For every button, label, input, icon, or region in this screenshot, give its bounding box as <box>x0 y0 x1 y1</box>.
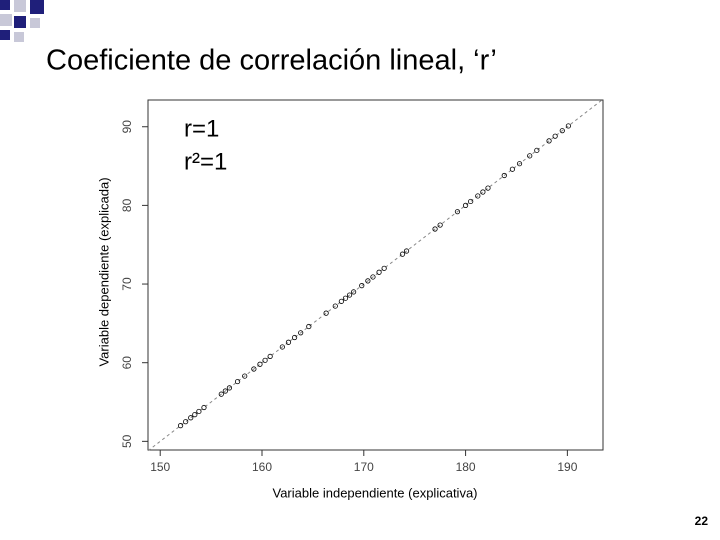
point <box>565 123 571 129</box>
point <box>262 357 268 363</box>
x-axis-label: Variable independiente (explicativa) <box>273 485 478 500</box>
point <box>432 226 438 232</box>
point <box>509 166 516 172</box>
point <box>365 278 371 284</box>
plot-frame <box>147 99 604 451</box>
point <box>376 269 382 275</box>
point <box>485 185 491 191</box>
point <box>559 128 565 134</box>
point <box>437 222 443 228</box>
point <box>291 334 298 341</box>
y-tick-label: 50 <box>120 434 134 448</box>
point <box>251 366 257 372</box>
point <box>480 189 486 195</box>
point <box>346 292 353 298</box>
annotation: r²=1 <box>184 148 227 175</box>
point <box>501 172 507 179</box>
point <box>454 209 461 215</box>
point <box>188 415 194 421</box>
point <box>462 202 469 208</box>
point <box>234 378 241 385</box>
annotation: r=1 <box>184 115 219 142</box>
point <box>192 412 198 418</box>
page-number: 22 <box>695 514 709 528</box>
y-axis-label: Variable dependiente (explicada) <box>96 177 111 366</box>
point <box>351 289 357 295</box>
point <box>218 391 224 397</box>
point <box>403 248 410 254</box>
x-tick-label: 190 <box>557 460 577 474</box>
point <box>285 339 292 345</box>
point <box>332 303 338 309</box>
point <box>338 298 345 304</box>
point <box>359 283 365 289</box>
point <box>257 361 263 367</box>
point <box>381 265 387 271</box>
point <box>242 373 248 379</box>
point <box>516 161 523 167</box>
point <box>342 295 349 301</box>
slide-title: Coeficiente de correlación lineal, ‘r’ <box>46 45 497 77</box>
point <box>183 419 189 425</box>
point <box>527 153 533 159</box>
x-tick-label: 180 <box>456 460 476 474</box>
y-tick-label: 60 <box>120 356 134 370</box>
point <box>306 323 312 330</box>
point <box>222 388 228 394</box>
point <box>468 198 474 205</box>
point <box>546 138 552 144</box>
point <box>177 423 184 429</box>
point <box>475 193 481 199</box>
point <box>267 353 273 360</box>
point <box>201 404 207 411</box>
y-tick-label: 90 <box>120 120 134 134</box>
x-tick-label: 160 <box>252 460 272 474</box>
x-tick-label: 150 <box>150 460 170 474</box>
point <box>298 330 304 336</box>
point <box>370 274 376 280</box>
decoration <box>0 0 44 42</box>
point <box>323 310 329 316</box>
point <box>279 344 285 350</box>
point <box>226 385 233 391</box>
point <box>399 251 406 257</box>
x-tick-label: 170 <box>354 460 374 474</box>
point <box>552 133 558 139</box>
y-tick-label: 80 <box>120 198 134 212</box>
point <box>196 408 202 415</box>
point <box>534 147 540 153</box>
y-tick-label: 70 <box>120 277 134 291</box>
